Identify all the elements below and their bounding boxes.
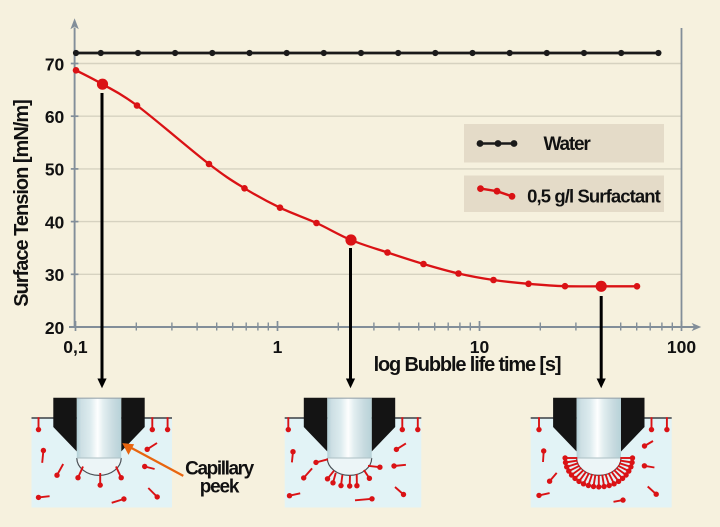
- svg-text:Surface Tension [mN/m]: Surface Tension [mN/m]: [11, 100, 33, 307]
- svg-text:log Bubble life time [s]: log Bubble life time [s]: [374, 354, 561, 376]
- svg-text:40: 40: [45, 212, 65, 232]
- svg-text:20: 20: [45, 318, 65, 338]
- svg-text:50: 50: [45, 160, 65, 180]
- svg-text:30: 30: [45, 265, 65, 285]
- svg-text:10: 10: [470, 337, 490, 357]
- svg-text:peek: peek: [200, 477, 240, 498]
- svg-text:60: 60: [45, 107, 65, 127]
- svg-text:Water: Water: [543, 134, 591, 155]
- svg-text:1: 1: [273, 337, 283, 357]
- svg-text:70: 70: [45, 54, 65, 74]
- svg-text:Capillary: Capillary: [185, 458, 254, 479]
- svg-text:100: 100: [667, 337, 696, 357]
- svg-text:0,5 g/l Surfactant: 0,5 g/l Surfactant: [527, 185, 661, 206]
- svg-text:0,1: 0,1: [63, 337, 88, 357]
